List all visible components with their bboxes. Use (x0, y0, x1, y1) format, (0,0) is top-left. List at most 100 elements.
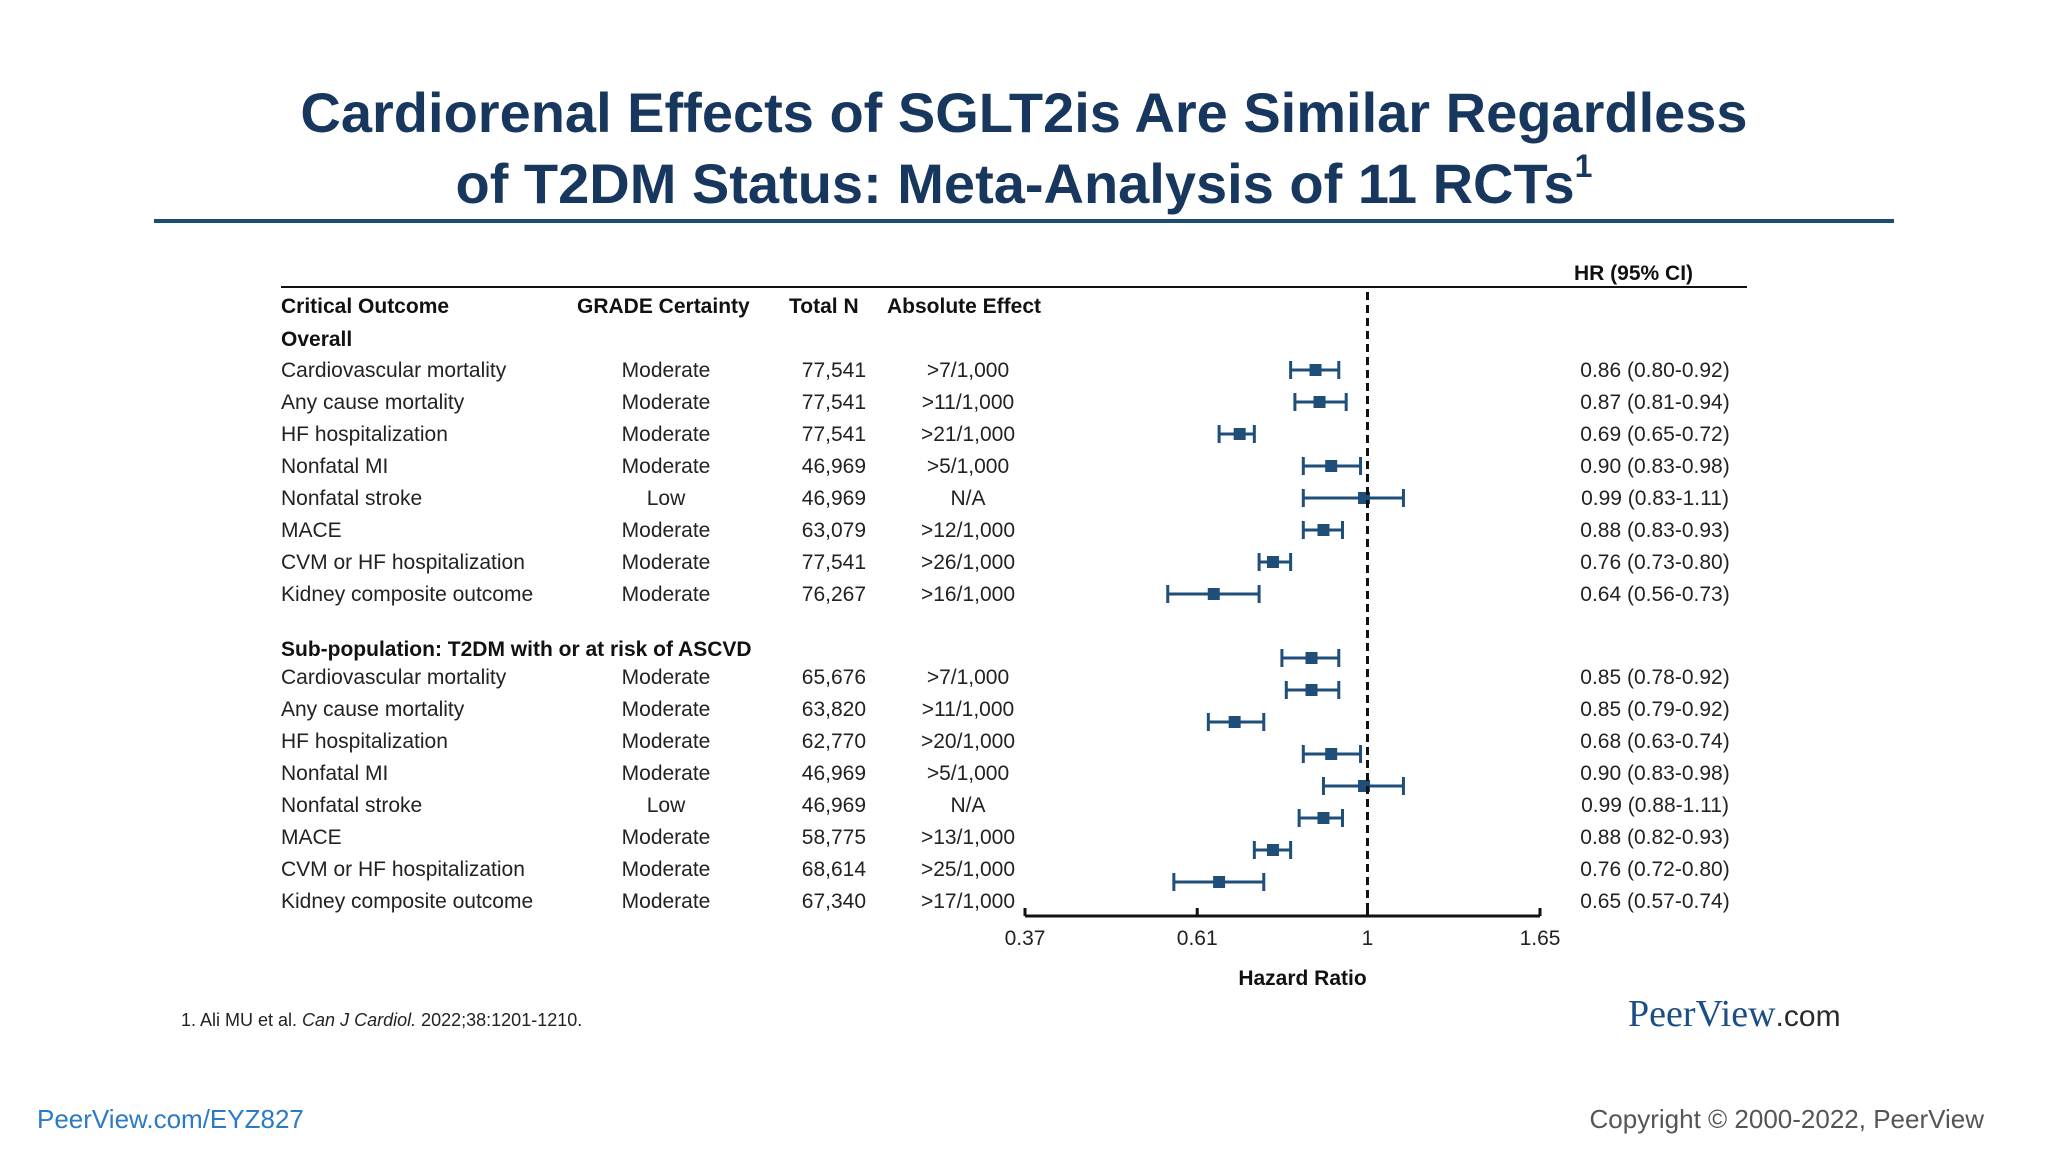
row-hr-ci: 0.85 (0.79-0.92) (1580, 698, 1730, 721)
row-absolute-effect: >11/1,000 (921, 391, 1015, 414)
point-estimate (1317, 524, 1330, 536)
row-total-n: 65,676 (801, 666, 866, 689)
section-label: Sub-population: T2DM with or at risk of … (281, 638, 752, 661)
peerview-logo: PeerView.com (1628, 992, 1841, 1036)
row-absolute-effect: >16/1,000 (920, 583, 1015, 606)
row-outcome: CVM or HF hospitalization (281, 551, 525, 574)
program-url-link[interactable]: PeerView.com/EYZ827 (37, 1104, 304, 1134)
row-outcome: HF hospitalization (281, 423, 448, 446)
header-absolute-effect: Absolute Effect (887, 295, 1042, 318)
row-outcome: Cardiovascular mortality (281, 666, 507, 689)
row-outcome: MACE (281, 519, 342, 542)
row-absolute-effect: N/A (950, 487, 986, 510)
copyright-text: Copyright © 2000-2022, PeerView (1589, 1104, 1984, 1134)
row-grade: Moderate (621, 519, 711, 542)
row-outcome: Nonfatal MI (281, 455, 389, 478)
point-estimate (1233, 428, 1246, 440)
row-grade: Moderate (621, 762, 711, 785)
row-grade: Moderate (621, 730, 711, 753)
point-estimate (1325, 460, 1338, 472)
row-grade: Moderate (621, 359, 711, 382)
row-outcome: HF hospitalization (281, 730, 448, 753)
row-total-n: 46,969 (801, 455, 866, 478)
row-outcome: Any cause mortality (281, 698, 465, 721)
point-estimate (1213, 876, 1226, 888)
row-hr-ci: 0.99 (0.83-1.11) (1581, 487, 1729, 510)
row-outcome: Kidney composite outcome (281, 890, 534, 913)
x-axis-label: Hazard Ratio (1238, 967, 1366, 990)
row-grade: Moderate (621, 551, 711, 574)
row-grade: Moderate (621, 826, 711, 849)
row-outcome: CVM or HF hospitalization (281, 858, 525, 881)
row-hr-ci: 0.68 (0.63-0.74) (1580, 730, 1730, 753)
header-grade-certainty: GRADE Certainty (577, 295, 750, 318)
row-hr-ci: 0.69 (0.65-0.72) (1580, 423, 1730, 446)
row-absolute-effect: >5/1,000 (926, 455, 1010, 478)
point-estimate (1207, 588, 1220, 600)
row-total-n: 63,079 (801, 519, 866, 542)
row-total-n: 67,340 (801, 890, 866, 913)
footnote-journal: Can J Cardiol. (302, 1010, 417, 1030)
row-grade: Low (646, 794, 686, 817)
slide-title-line-2-text: of T2DM Status: Meta-Analysis of 11 RCTs (455, 152, 1575, 215)
row-grade: Moderate (621, 858, 711, 881)
row-total-n: 77,541 (801, 551, 866, 574)
point-estimate (1266, 844, 1279, 856)
row-absolute-effect: >12/1,000 (920, 519, 1015, 542)
row-grade: Moderate (621, 423, 711, 446)
header-total-n: Total N (789, 295, 859, 318)
row-hr-ci: 0.86 (0.80-0.92) (1580, 359, 1730, 382)
footnote: 1. Ali MU et al. Can J Cardiol. 2022;38:… (181, 1010, 582, 1031)
x-tick-label: 1 (1362, 927, 1374, 950)
row-outcome: Any cause mortality (281, 391, 465, 414)
row-total-n: 46,969 (801, 762, 866, 785)
row-hr-ci: 0.88 (0.82-0.93) (1580, 826, 1730, 849)
x-tick-label: 0.61 (1177, 927, 1218, 950)
section-label: Overall (281, 328, 353, 351)
row-hr-ci: 0.76 (0.73-0.80) (1580, 551, 1730, 574)
row-absolute-effect: >13/1,000 (920, 826, 1015, 849)
brand-name: PeerView (1628, 993, 1776, 1035)
row-total-n: 58,775 (801, 826, 866, 849)
header-critical-outcome: Critical Outcome (281, 295, 450, 318)
slide-title-line-1: Cardiorenal Effects of SGLT2is Are Simil… (300, 81, 1748, 144)
row-absolute-effect: N/A (950, 794, 986, 817)
row-grade: Moderate (621, 698, 711, 721)
x-tick-label: 1.65 (1520, 927, 1561, 950)
point-estimate (1325, 748, 1338, 760)
row-absolute-effect: >5/1,000 (926, 762, 1010, 785)
row-outcome: Nonfatal stroke (281, 794, 423, 817)
row-absolute-effect: >25/1,000 (920, 858, 1015, 881)
row-hr-ci: 0.99 (0.88-1.11) (1581, 794, 1729, 817)
row-hr-ci: 0.76 (0.72-0.80) (1580, 858, 1730, 881)
table-top-rule (281, 286, 1747, 288)
row-total-n: 77,541 (801, 391, 866, 414)
row-hr-ci: 0.90 (0.83-0.98) (1580, 455, 1730, 478)
point-estimate (1309, 364, 1322, 376)
row-outcome: MACE (281, 826, 342, 849)
point-estimate (1317, 812, 1330, 824)
title-divider (154, 219, 1894, 223)
row-absolute-effect: >21/1,000 (920, 423, 1015, 446)
footnote-suffix: 2022;38:1201-1210. (416, 1010, 583, 1030)
row-absolute-effect: >11/1,000 (921, 698, 1015, 721)
row-grade: Moderate (621, 391, 711, 414)
row-absolute-effect: >7/1,000 (926, 666, 1010, 689)
row-total-n: 77,541 (801, 359, 866, 382)
row-outcome: Nonfatal stroke (281, 487, 423, 510)
row-total-n: 68,614 (801, 858, 866, 881)
row-outcome: Nonfatal MI (281, 762, 389, 785)
point-estimate (1228, 716, 1241, 728)
row-outcome: Kidney composite outcome (281, 583, 534, 606)
point-estimate (1305, 684, 1318, 696)
row-absolute-effect: >7/1,000 (926, 359, 1010, 382)
row-total-n: 62,770 (801, 730, 866, 753)
row-absolute-effect: >20/1,000 (920, 730, 1015, 753)
row-grade: Moderate (621, 455, 711, 478)
point-estimate (1313, 396, 1326, 408)
row-total-n: 63,820 (801, 698, 866, 721)
row-grade: Moderate (621, 890, 711, 913)
x-tick-label: 0.37 (1005, 927, 1046, 950)
row-grade: Low (646, 487, 686, 510)
